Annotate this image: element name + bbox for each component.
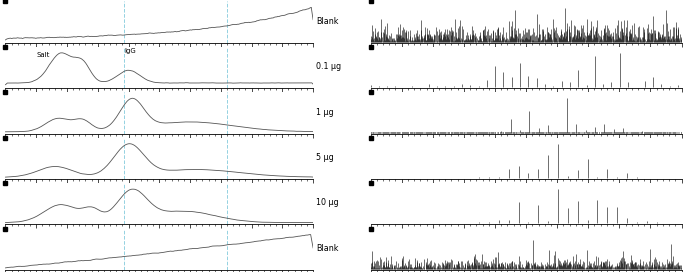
Text: IgG: IgG [124, 48, 136, 54]
Text: 0.1 μg: 0.1 μg [316, 62, 341, 71]
Text: 5 μg: 5 μg [316, 153, 334, 162]
Text: Salt: Salt [36, 52, 49, 58]
Text: 10 μg: 10 μg [316, 198, 338, 208]
Text: Blank: Blank [316, 17, 338, 26]
Text: Blank: Blank [316, 244, 338, 253]
Text: 1 μg: 1 μg [316, 107, 334, 116]
